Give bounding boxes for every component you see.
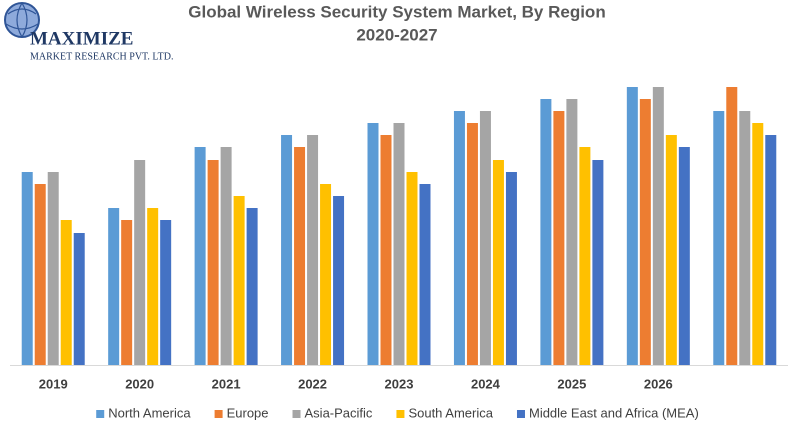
bar xyxy=(320,184,332,365)
bar xyxy=(479,111,491,365)
bar xyxy=(108,208,120,365)
legend-swatch xyxy=(292,410,301,418)
x-tick-label: 2020 xyxy=(125,376,154,391)
legend-swatch xyxy=(214,410,223,418)
bar xyxy=(281,135,293,365)
bar xyxy=(294,147,306,365)
bar xyxy=(726,87,738,365)
bar xyxy=(566,99,578,365)
logo: MAXIMIZE MARKET RESEARCH PVT. LTD. xyxy=(4,2,173,62)
legend-label: North America xyxy=(108,405,191,420)
bar xyxy=(60,220,72,365)
bar xyxy=(553,111,565,365)
x-tick-label: 2024 xyxy=(471,376,501,391)
legend-swatch xyxy=(516,410,525,418)
logo-name: MAXIMIZE xyxy=(30,28,133,49)
bar xyxy=(34,184,46,365)
bar xyxy=(73,233,85,365)
bar xyxy=(540,99,552,365)
bar xyxy=(466,123,478,365)
bar xyxy=(626,87,638,365)
bar xyxy=(207,160,219,365)
bar xyxy=(121,220,133,365)
bar xyxy=(246,208,258,365)
logo-globe-lines xyxy=(5,2,39,38)
bar xyxy=(147,208,159,365)
bar xyxy=(505,172,517,365)
bar xyxy=(765,135,777,365)
bar xyxy=(333,196,345,365)
legend-label: Asia-Pacific xyxy=(305,405,373,420)
x-tick-label: 2021 xyxy=(212,376,241,391)
bar xyxy=(380,135,392,365)
legend-label: South America xyxy=(408,405,493,420)
bar xyxy=(406,172,418,365)
x-tick-label: 2022 xyxy=(298,376,327,391)
bar xyxy=(233,196,245,365)
bar xyxy=(739,111,751,365)
x-tick-label: 2025 xyxy=(557,376,586,391)
bar xyxy=(393,123,405,365)
bar xyxy=(134,160,146,365)
legend-swatch xyxy=(96,410,105,418)
bar xyxy=(194,147,206,365)
bar xyxy=(665,135,677,365)
chart-title: Global Wireless Security System Market, … xyxy=(188,2,605,21)
bar xyxy=(639,99,651,365)
bar xyxy=(307,135,319,365)
bar xyxy=(453,111,465,365)
bar xyxy=(47,172,59,365)
bar xyxy=(492,160,504,365)
bar xyxy=(652,87,664,365)
chart-subtitle: 2020-2027 xyxy=(356,25,437,44)
logo-tagline: MARKET RESEARCH PVT. LTD. xyxy=(30,51,173,62)
bar xyxy=(220,147,232,365)
legend-label: Europe xyxy=(227,405,269,420)
bar xyxy=(752,123,764,365)
x-tick-label: 2019 xyxy=(39,376,68,391)
bar xyxy=(21,172,33,365)
legend-swatch xyxy=(396,410,405,418)
bar xyxy=(367,123,379,365)
bar xyxy=(713,111,725,365)
bar xyxy=(419,184,431,365)
bar xyxy=(579,147,591,365)
x-tick-label: 2023 xyxy=(385,376,414,391)
bar xyxy=(678,147,690,365)
bar xyxy=(160,220,172,365)
x-tick-label: 2026 xyxy=(644,376,673,391)
bar xyxy=(592,160,604,365)
legend-label: Middle East and Africa (MEA) xyxy=(529,405,699,420)
